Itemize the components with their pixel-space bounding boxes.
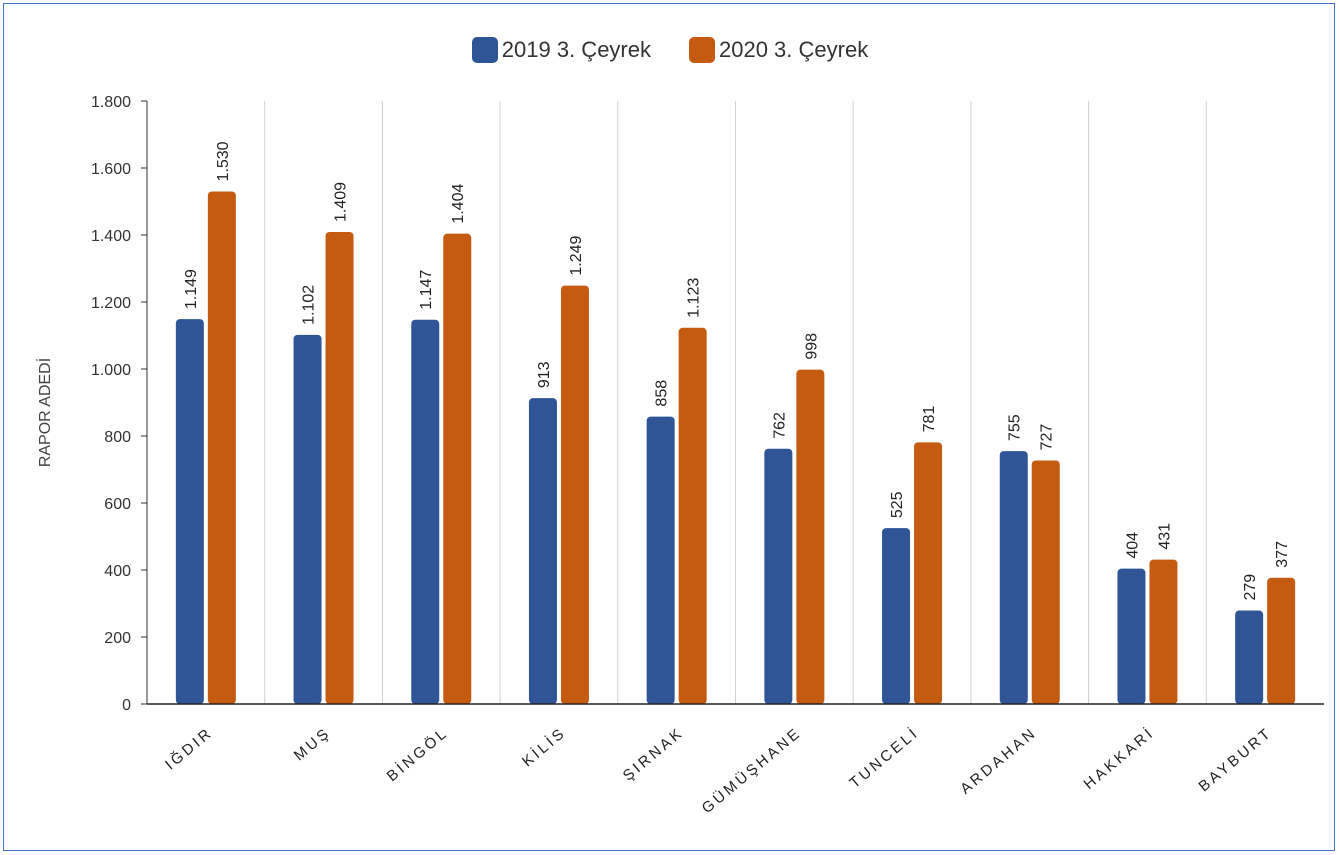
legend: 2019 3. Çeyrek 2020 3. Çeyrek <box>4 32 1336 68</box>
category-label: TUNCELİ <box>846 723 923 792</box>
bar <box>411 319 440 704</box>
data-label: 279 <box>1242 574 1259 601</box>
data-label: 727 <box>1039 424 1056 451</box>
y-tick-label: 0 <box>122 697 131 714</box>
bar <box>1117 568 1146 704</box>
bar <box>1031 460 1060 704</box>
data-label: 1.409 <box>333 182 350 222</box>
data-label: 762 <box>771 412 788 439</box>
category-label: IĞDIR <box>162 724 216 773</box>
bar <box>325 231 354 705</box>
category-label: BAYBURT <box>1195 724 1275 795</box>
data-label: 1.530 <box>215 141 232 181</box>
data-label: 1.149 <box>183 269 200 309</box>
bar <box>1267 577 1296 704</box>
y-tick-label: 1.400 <box>91 228 131 245</box>
data-label: 1.102 <box>301 285 318 325</box>
category-label: MUŞ <box>291 724 334 764</box>
bar <box>764 448 793 704</box>
legend-swatch-2019 <box>471 37 498 63</box>
legend-label-2020: 2020 3. Çeyrek <box>719 37 869 62</box>
bar <box>1149 559 1178 704</box>
bar <box>796 369 825 704</box>
bar <box>560 285 589 704</box>
data-label: 755 <box>1007 414 1024 441</box>
bar <box>293 334 322 704</box>
data-label: 781 <box>921 406 938 433</box>
y-tick-label: 1.200 <box>91 295 131 312</box>
data-label: 858 <box>654 380 671 407</box>
bar <box>914 442 943 704</box>
category-label: KİLİS <box>518 723 569 770</box>
category-label: ARDAHAN <box>957 724 1040 798</box>
legend-item-2019: 2019 3. Çeyrek <box>471 37 651 63</box>
bar <box>678 327 707 704</box>
data-label: 998 <box>803 333 820 360</box>
y-tick-label: 800 <box>104 429 131 446</box>
data-label: 1.123 <box>686 278 703 318</box>
bar <box>443 233 472 704</box>
chart-frame: 2019 3. Çeyrek 2020 3. Çeyrek 0 200 400 600… <box>3 3 1335 851</box>
y-tick-label: 1.800 <box>91 94 131 111</box>
data-label: 404 <box>1124 532 1141 559</box>
bar <box>646 416 675 704</box>
category-label: ŞIRNAK <box>620 724 688 784</box>
y-tick-label: 600 <box>104 496 131 513</box>
y-tick-label: 1.000 <box>91 362 131 379</box>
bar <box>528 398 557 704</box>
data-label: 1.147 <box>418 270 435 310</box>
data-label: 913 <box>536 361 553 388</box>
bar <box>882 528 911 704</box>
legend-item-2020: 2020 3. Çeyrek <box>689 37 868 63</box>
legend-label-2019: 2019 3. Çeyrek <box>501 37 651 62</box>
data-label: 431 <box>1156 523 1173 550</box>
y-tick-label: 1.600 <box>91 161 131 178</box>
bar <box>175 319 204 704</box>
data-label: 1.404 <box>450 184 467 224</box>
legend-swatch-2020 <box>689 37 715 63</box>
category-label: GÜMÜŞHANE <box>698 723 805 817</box>
data-label: 1.249 <box>568 235 585 275</box>
y-axis-title: RAPOR ADEDİ <box>35 358 54 467</box>
bar <box>1235 610 1264 704</box>
bar-chart: 0 200 400 600 800 1.000 1.200 1.400 1.600 1.800 RA… <box>35 94 1324 817</box>
y-tick-label: 400 <box>104 563 131 580</box>
bar <box>207 191 236 704</box>
bar <box>999 451 1028 704</box>
data-label: 525 <box>889 491 906 518</box>
y-tick-label: 200 <box>104 630 131 647</box>
category-label: HAKKARİ <box>1080 723 1158 793</box>
data-label: 377 <box>1274 541 1291 568</box>
category-label: BİNGÖL <box>383 723 452 785</box>
